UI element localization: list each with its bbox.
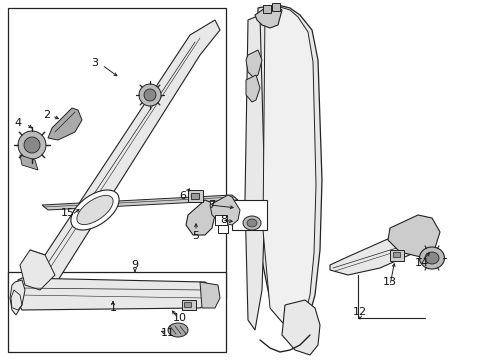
Polygon shape (200, 282, 220, 308)
Text: 4: 4 (15, 118, 21, 128)
Polygon shape (263, 7, 315, 328)
Text: 5: 5 (192, 231, 199, 241)
Polygon shape (209, 195, 240, 225)
Polygon shape (245, 50, 262, 78)
Polygon shape (244, 15, 264, 330)
Bar (8, 272, 225, 352)
Polygon shape (245, 75, 260, 102)
Ellipse shape (24, 137, 40, 153)
Ellipse shape (71, 190, 119, 230)
Bar (187, 190, 203, 202)
Text: 13: 13 (382, 277, 396, 287)
Text: 2: 2 (43, 110, 50, 120)
Text: 12: 12 (352, 307, 366, 317)
Ellipse shape (18, 131, 46, 159)
Bar (392, 252, 399, 257)
Ellipse shape (243, 216, 261, 230)
Text: 1: 1 (109, 303, 116, 313)
Bar (271, 3, 280, 11)
Polygon shape (387, 215, 439, 258)
Text: 15: 15 (61, 208, 75, 218)
Text: 11: 11 (161, 328, 175, 338)
Bar (215, 215, 226, 225)
Polygon shape (256, 5, 321, 330)
Text: 6: 6 (179, 191, 186, 201)
Text: 14: 14 (414, 258, 428, 268)
Bar (183, 302, 191, 307)
Polygon shape (329, 225, 429, 275)
Ellipse shape (419, 247, 444, 269)
Bar (231, 200, 266, 230)
Polygon shape (10, 280, 25, 315)
Bar (263, 5, 270, 13)
Text: 3: 3 (91, 58, 98, 68)
Ellipse shape (168, 323, 187, 337)
Bar (182, 300, 196, 310)
Polygon shape (42, 195, 238, 210)
Polygon shape (48, 108, 82, 140)
Bar (389, 250, 403, 261)
Polygon shape (254, 5, 282, 28)
Ellipse shape (139, 84, 161, 106)
Text: 8: 8 (220, 215, 227, 225)
Polygon shape (185, 200, 215, 235)
Ellipse shape (246, 219, 257, 227)
Bar (218, 225, 227, 233)
Text: 10: 10 (173, 313, 186, 323)
Polygon shape (15, 278, 218, 310)
Bar (8, 8, 225, 298)
Polygon shape (30, 20, 220, 285)
Polygon shape (20, 250, 55, 290)
Ellipse shape (143, 89, 156, 101)
Text: 9: 9 (131, 260, 138, 270)
Ellipse shape (424, 252, 438, 264)
Ellipse shape (77, 195, 113, 225)
Bar (191, 193, 199, 199)
Polygon shape (282, 300, 319, 355)
Polygon shape (20, 155, 38, 170)
Text: 7: 7 (208, 200, 215, 210)
